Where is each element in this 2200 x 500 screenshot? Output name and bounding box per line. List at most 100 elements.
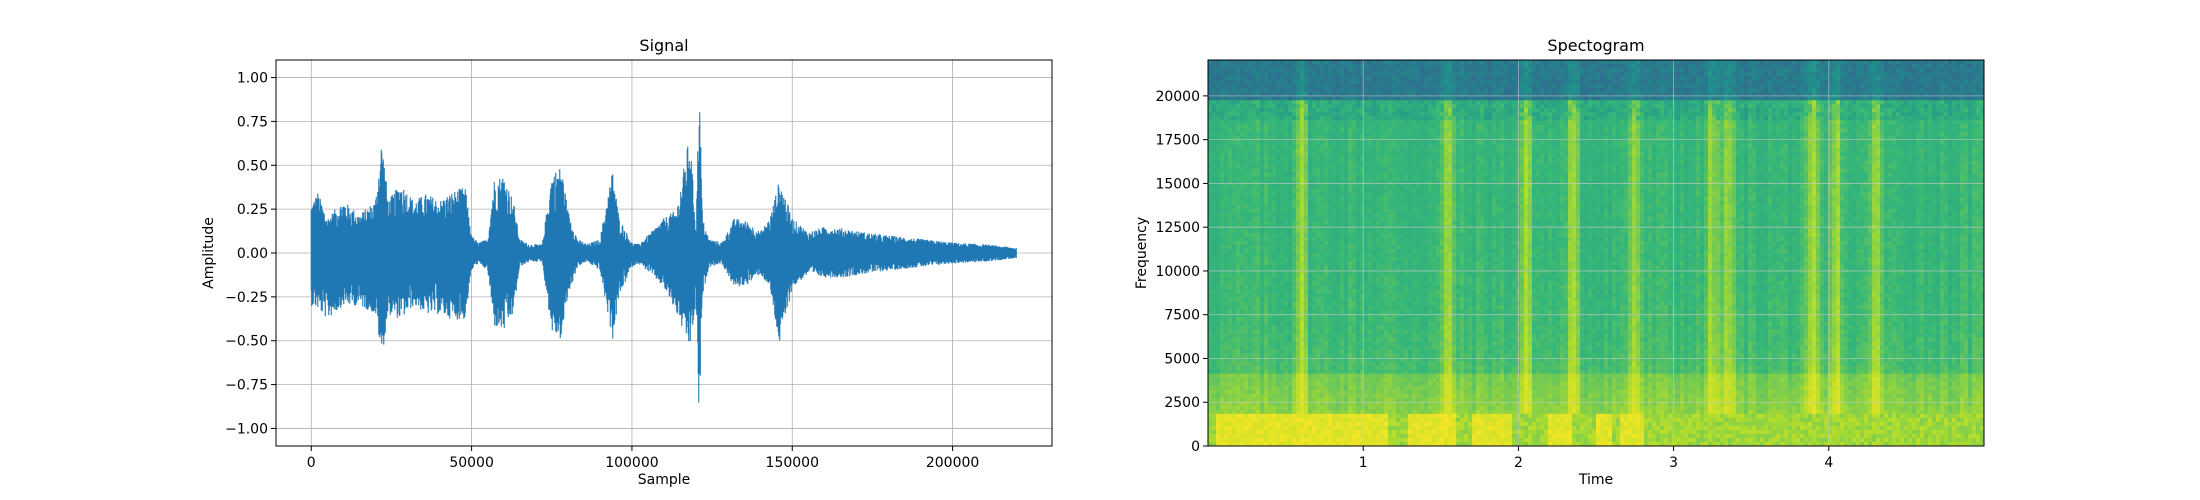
- spectrogram-cell: [1640, 120, 1645, 125]
- spectrogram-cell: [1284, 120, 1289, 125]
- spectrogram-cell: [1300, 60, 1305, 65]
- spectrogram-cell: [1812, 116, 1817, 121]
- spectrogram-cell: [1364, 76, 1369, 81]
- spectrogram-cell: [1716, 112, 1721, 117]
- spectrogram-cell: [1256, 84, 1261, 89]
- spectrogram-cell: [1724, 88, 1729, 93]
- spectrogram-cell: [1736, 120, 1741, 125]
- spectrogram-cell: [1540, 156, 1545, 162]
- spectrogram-cell: [1320, 116, 1325, 121]
- spectrogram-cell: [1784, 144, 1789, 150]
- spectrogram-cell: [1412, 148, 1417, 154]
- spectrogram-cell: [1480, 156, 1485, 162]
- spectrogram-cell: [1512, 80, 1517, 85]
- spectrogram-cell: [1280, 140, 1285, 146]
- spectrogram-cell: [1764, 60, 1769, 65]
- spectrogram-cell: [1836, 84, 1841, 89]
- spectrogram-cell: [1464, 88, 1469, 93]
- spectrogram-cell: [1280, 100, 1285, 105]
- spectrogram-cell: [1312, 148, 1317, 154]
- spectrogram-cell: [1692, 60, 1697, 65]
- spectrogram-cell: [1584, 128, 1589, 133]
- spectrogram-cell: [1928, 76, 1933, 81]
- spectrogram-cell: [1664, 108, 1669, 113]
- spectrogram-cell: [1752, 60, 1757, 65]
- spectrogram-cell: [1836, 92, 1841, 97]
- spectrogram-cell: [1608, 76, 1613, 81]
- spectrogram-cell: [1512, 116, 1517, 121]
- spectrogram-cell: [1328, 152, 1333, 158]
- spectrogram-cell: [1304, 84, 1309, 89]
- spectrogram-cell: [1768, 132, 1773, 137]
- spectrogram-cell: [1384, 60, 1389, 65]
- spectrogram-cell: [1428, 112, 1433, 117]
- spectrogram-cell: [1892, 96, 1897, 101]
- spectrogram-cell: [1536, 152, 1541, 158]
- spectrogram-cell: [1248, 132, 1253, 137]
- spectrogram-cell: [1940, 88, 1945, 93]
- spectrogram-cell: [1340, 112, 1345, 117]
- spectrogram-cell: [1792, 92, 1797, 97]
- spectrogram-cell: [1556, 124, 1561, 129]
- spectrogram-cell: [1320, 100, 1325, 105]
- spectrogram-cell: [1584, 96, 1589, 101]
- spectrogram-cell: [1640, 76, 1645, 81]
- spectrogram-cell: [1940, 92, 1945, 97]
- spectrogram-cell: [1836, 100, 1841, 105]
- spectrogram-cell: [1288, 64, 1293, 69]
- spectrogram-cell: [1636, 60, 1641, 65]
- signal-y-tick-label: 1.00: [237, 71, 268, 87]
- spectrogram-cell: [1672, 136, 1677, 142]
- spectrogram-cell: [1256, 124, 1261, 129]
- spectrogram-cell: [1832, 72, 1837, 77]
- spectrogram-cell: [1704, 100, 1709, 105]
- spectrogram-cell: [1556, 120, 1561, 125]
- spectrogram-cell: [1660, 64, 1665, 69]
- spectrogram-cell: [1712, 140, 1717, 146]
- spectrogram-cell: [1276, 108, 1281, 113]
- spectrogram-cell: [1960, 136, 1965, 142]
- spectrogram-cell: [1740, 152, 1745, 158]
- spectrogram-cell: [1688, 124, 1693, 129]
- spectrogram-cell: [1976, 60, 1981, 65]
- spectrogram-cell: [1528, 76, 1533, 81]
- spectrogram-cell: [1740, 140, 1745, 146]
- spectrogram-cell: [1296, 128, 1301, 133]
- spectrogram-cell: [1552, 116, 1557, 121]
- spectrogram-cell: [1244, 76, 1249, 81]
- spectrogram-cell: [1540, 140, 1545, 146]
- spectrogram-cell: [1520, 128, 1525, 133]
- spectrogram-cell: [1680, 132, 1685, 137]
- spectrogram-cell: [1532, 96, 1537, 101]
- spectrogram-cell: [1608, 152, 1613, 158]
- spectrogram-cell: [1748, 100, 1753, 105]
- spectrogram-cell: [1620, 68, 1625, 73]
- spectrogram-cell: [1412, 156, 1417, 162]
- spectrogram-cell: [1320, 112, 1325, 117]
- spectrogram-cell: [1372, 72, 1377, 77]
- spectrogram-cell: [1272, 144, 1277, 150]
- spectrogram-cell: [1944, 116, 1949, 121]
- spectrogram-cell: [1252, 116, 1257, 121]
- spectrogram-cell: [1324, 72, 1329, 77]
- spectrogram-cell: [1924, 76, 1929, 81]
- spectrogram-cell: [1568, 124, 1573, 129]
- spectrogram-cell: [1780, 140, 1785, 146]
- spectrogram-cell: [1652, 148, 1657, 154]
- spectrogram-cell: [1444, 116, 1449, 121]
- spectrogram-cell: [1628, 116, 1633, 121]
- spectrogram-cell: [1376, 108, 1381, 113]
- spectrogram-cell: [1716, 120, 1721, 125]
- spectrogram-cell: [1640, 116, 1645, 121]
- spectrogram-cell: [1472, 136, 1477, 142]
- spectrogram-cell: [1732, 84, 1737, 89]
- spectrogram-cell: [1476, 112, 1481, 117]
- spectrogram-cell: [1976, 140, 1981, 146]
- spectrogram-cell: [1240, 100, 1245, 105]
- spectrogram-cell: [1472, 104, 1477, 109]
- spectrogram-cell: [1888, 124, 1893, 129]
- spectrogram-cell: [1424, 148, 1429, 154]
- spectrogram-cell: [1916, 92, 1921, 97]
- spectrogram-cell: [1976, 156, 1981, 162]
- spectrogram-cell: [1812, 100, 1817, 105]
